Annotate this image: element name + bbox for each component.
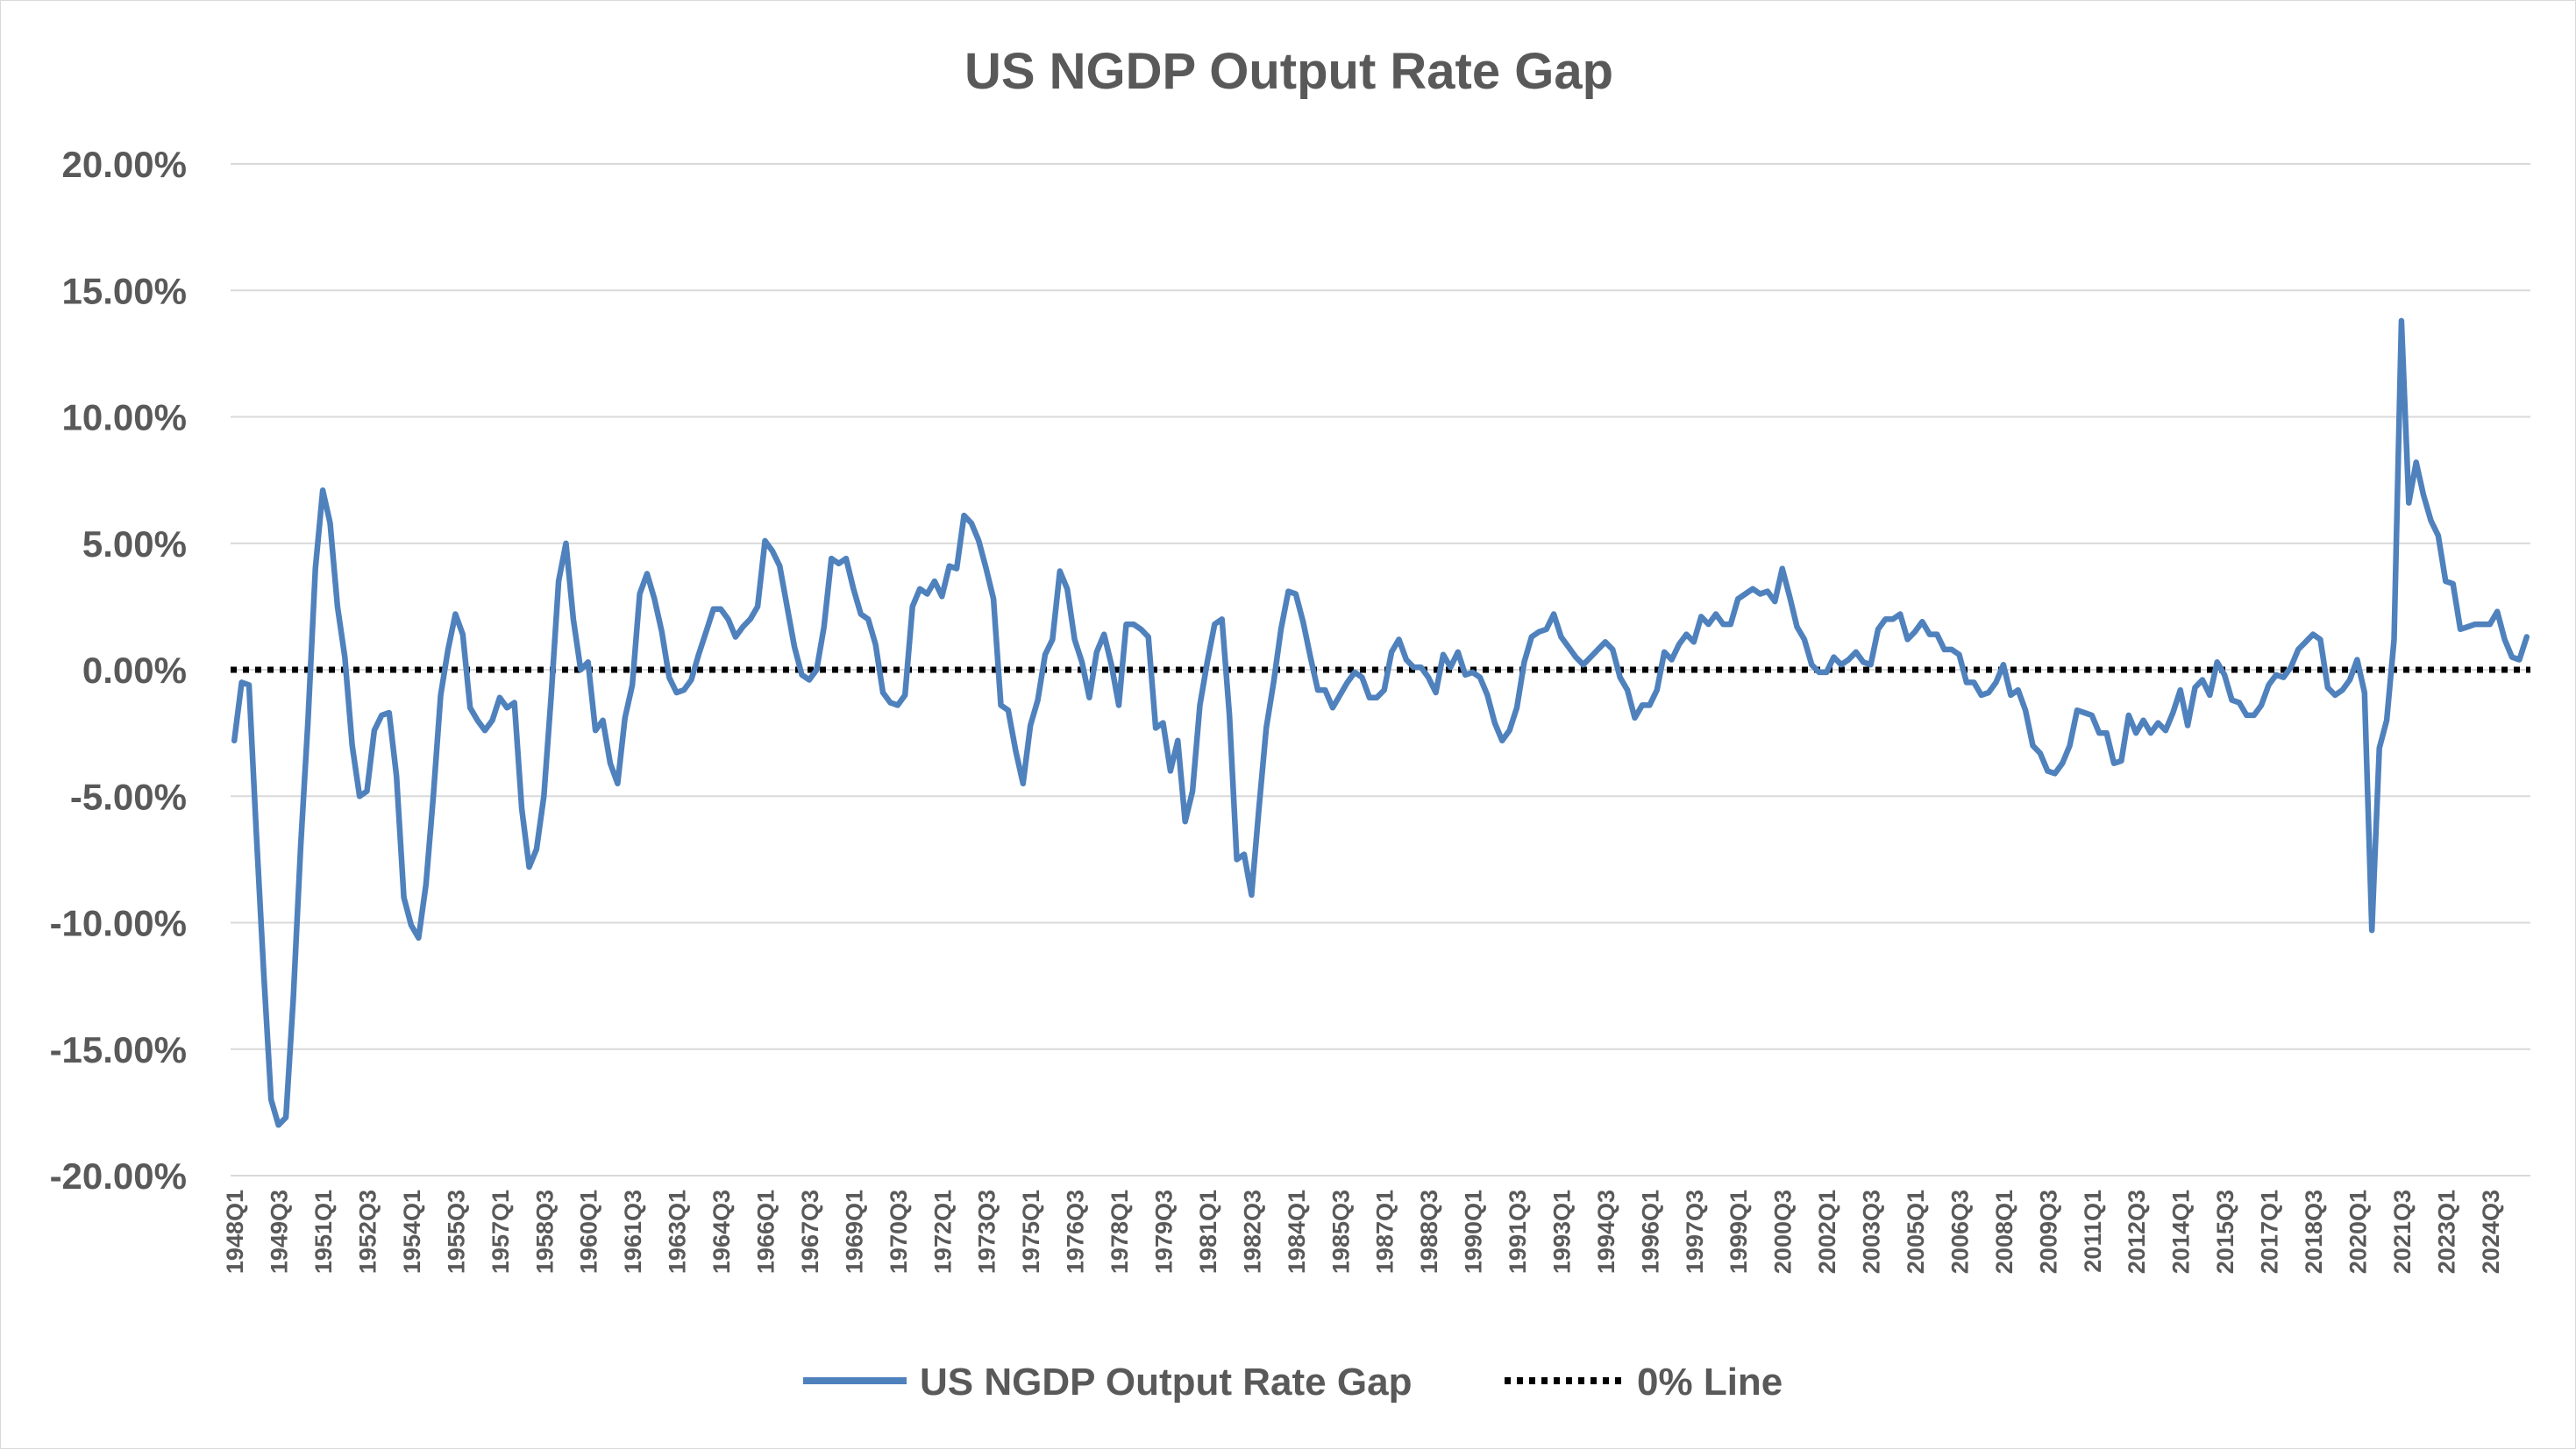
x-tick-label: 2002Q1 [1814,1190,1840,1274]
x-tick-label: 1954Q1 [399,1190,425,1274]
x-tick-label: 1978Q1 [1107,1190,1133,1274]
x-tick-label: 1975Q1 [1018,1190,1044,1274]
x-tick-label: 1973Q3 [974,1190,1000,1274]
x-tick-label: 1952Q3 [355,1190,381,1274]
x-tick-label: 1991Q3 [1505,1190,1531,1274]
x-tick-label: 1976Q3 [1063,1190,1089,1274]
y-tick-label: -5.00% [70,776,187,817]
y-tick-label: 20.00% [62,144,187,185]
y-tick-label: -10.00% [50,903,187,944]
y-tick-label: -20.00% [50,1155,187,1197]
x-tick-label: 2021Q3 [2389,1190,2416,1274]
x-tick-label: 1979Q3 [1150,1190,1177,1274]
x-tick-label: 1970Q3 [886,1190,912,1274]
x-tick-label: 1987Q1 [1372,1190,1398,1274]
series-group [231,317,2530,1128]
x-tick-label: 1996Q1 [1637,1190,1663,1274]
x-tick-label: 1999Q1 [1726,1190,1752,1274]
x-tick-label: 2024Q3 [2478,1190,2504,1274]
x-tick-label: 1948Q1 [222,1190,248,1274]
x-tick-label: 1963Q1 [665,1190,691,1274]
y-axis-tick-labels: 20.00% 15.00% 10.00% 5.00% 0.00% -5.00% -10.00… [50,144,187,1197]
x-tick-label: 1972Q1 [929,1190,956,1274]
x-tick-label: 1957Q1 [487,1190,514,1274]
x-tick-label: 1955Q3 [443,1190,469,1274]
x-tick-label: 1961Q3 [620,1190,646,1274]
x-tick-label: 1966Q1 [753,1190,779,1274]
chart-title: US NGDP Output Rate Gap [964,43,1613,100]
x-tick-label: 2006Q3 [1946,1190,1973,1274]
x-tick-label: 2003Q3 [1859,1190,1885,1274]
x-tick-label: 2020Q1 [2345,1190,2371,1274]
y-tick-label: 5.00% [82,523,187,565]
y-tick-label: -15.00% [50,1029,187,1070]
x-tick-label: 2000Q3 [1770,1190,1797,1274]
y-tick-label: 15.00% [62,270,187,311]
y-tick-label: 0.00% [82,650,187,691]
x-tick-label: 1993Q1 [1548,1190,1575,1274]
x-tick-label: 1981Q1 [1195,1190,1221,1274]
x-tick-label: 1990Q1 [1461,1190,1487,1274]
x-tick-label: 2015Q3 [2212,1190,2238,1274]
x-tick-label: 2017Q1 [2257,1190,2283,1274]
x-axis-tick-labels: 1948Q1 1949Q3 1951Q1 1952Q3 1954Q1 1955Q3 1957… [222,1190,2504,1274]
x-tick-label: 1949Q3 [267,1190,293,1274]
x-tick-label: 1958Q3 [531,1190,558,1274]
x-tick-label: 1969Q1 [841,1190,867,1274]
x-tick-label: 1964Q3 [708,1190,735,1274]
x-tick-label: 1985Q3 [1327,1190,1354,1274]
series-line-ngdp-gap [231,317,2530,1128]
x-tick-label: 1982Q3 [1239,1190,1265,1274]
x-tick-label: 2011Q1 [2080,1190,2106,1273]
x-tick-label: 2009Q3 [2035,1190,2061,1274]
x-tick-label: 1997Q3 [1682,1190,1708,1274]
x-tick-label: 2012Q3 [2124,1190,2150,1274]
x-tick-label: 2023Q1 [2433,1190,2459,1274]
x-tick-label: 1960Q1 [576,1190,602,1274]
x-tick-label: 2018Q3 [2301,1190,2327,1274]
x-tick-label: 1984Q1 [1284,1190,1310,1274]
x-tick-label: 2008Q1 [1991,1190,2017,1274]
x-tick-label: 1994Q3 [1593,1190,1619,1274]
x-tick-label: 1967Q3 [797,1190,823,1274]
legend-label-ngdp-gap: US NGDP Output Rate Gap [920,1361,1412,1404]
x-tick-label: 2005Q1 [1903,1190,1929,1274]
legend-label-zero-line: 0% Line [1637,1361,1783,1404]
x-tick-label: 1988Q3 [1416,1190,1442,1274]
legend: US NGDP Output Rate Gap 0% Line [803,1361,1783,1404]
x-tick-label: 1951Q1 [310,1190,337,1274]
x-tick-label: 2014Q1 [2168,1190,2195,1274]
y-tick-label: 10.00% [62,397,187,438]
